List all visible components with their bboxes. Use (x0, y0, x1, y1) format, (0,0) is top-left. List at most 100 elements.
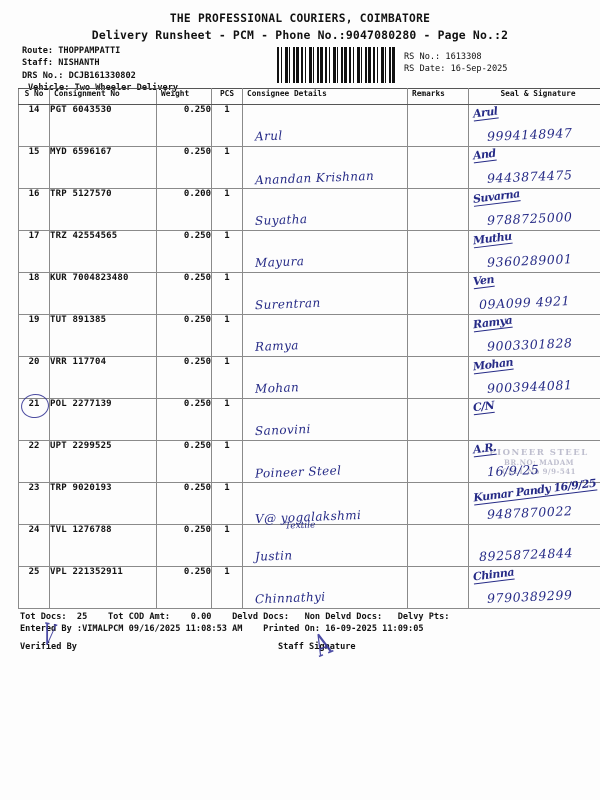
cell-seal-signature[interactable]: PIONEER STEEL BR.NO: MADAM CELL No 9/9-541… (468, 440, 600, 483)
column-header-seal-signature: Seal & Signature (468, 88, 600, 105)
cell-remarks[interactable] (407, 440, 469, 483)
cell-pcs: 1 (211, 230, 243, 273)
sno-value: 20 (28, 357, 40, 367)
cell-sno: 17 (18, 230, 50, 273)
cell-remarks[interactable] (407, 482, 469, 525)
sno-value: 14 (28, 105, 40, 115)
cell-remarks[interactable] (407, 188, 469, 231)
column-header-consignee: Consignee Details (242, 88, 408, 105)
cell-consignee-details[interactable]: Arul (242, 104, 408, 147)
cell-seal-signature[interactable]: And 9443874475 (468, 146, 600, 189)
table-row[interactable]: 22 UPT 2299525 0.250 1 Poineer Steel PIONEER … (18, 440, 600, 483)
table-header-row: S No Consignment No Weight PCS Consignee… (18, 88, 600, 105)
cell-seal-signature[interactable]: Mohan 9003944081 (468, 355, 600, 399)
cell-remarks[interactable] (407, 314, 469, 357)
company-title: THE PROFESSIONAL COURIERS, COIMBATORE (169, 12, 431, 25)
cell-seal-signature[interactable]: Chinna 9790389299 (468, 565, 600, 609)
cell-sno: 19 (18, 314, 50, 357)
sno-value: 25 (28, 567, 40, 577)
cell-consignment-no: TRP 5127570 (49, 188, 157, 231)
cell-consignee-details[interactable]: Mayura (242, 230, 408, 273)
barcode-image (277, 47, 397, 83)
cell-consignment-no: TVL 1276788 (49, 524, 157, 567)
handwritten-consignee-name: Suyatha (254, 211, 308, 229)
cell-seal-signature[interactable]: Arul 9994148947 (468, 104, 600, 147)
table-row[interactable]: 21 POL 2277139 0.250 1 Sanovini C/N (18, 392, 600, 441)
column-header-pcs: PCS (211, 88, 243, 105)
sno-value: 18 (28, 273, 40, 283)
cell-remarks[interactable] (407, 566, 469, 609)
cell-consignment-no: KUR 7004823480 (49, 272, 157, 315)
staff-signature-label: Staff Signature (278, 642, 356, 652)
table-row[interactable]: 17 TRZ 42554565 0.250 1 Mayura Muthu 936028900… (18, 229, 600, 273)
cell-seal-signature[interactable]: Ven 09A099 4921 (468, 272, 600, 315)
handwritten-consignee-name: Surentran (254, 295, 321, 313)
entered-by-line: Entered By :VIMALPCM 09/16/2025 11:08:53… (20, 624, 424, 634)
handwritten-consignee-name: Ramya (254, 338, 300, 354)
table-row[interactable]: 18 KUR 7004823480 0.250 1 Surentran Ven 09A099… (18, 272, 600, 315)
table-header: S No Consignment No Weight PCS Consignee… (18, 88, 600, 105)
cell-consignment-no: POL 2277139 (49, 398, 157, 441)
cell-seal-signature[interactable]: 89258724844 (468, 524, 600, 567)
cell-consignee-details[interactable]: Sanovini (242, 398, 408, 441)
table-row[interactable]: 14 PGT 6043530 0.250 1 Arul Arul 9994148947 (18, 104, 600, 147)
cell-weight: 0.250 (156, 314, 212, 357)
consignment-table: S No Consignment No Weight PCS Consignee… (18, 88, 600, 609)
cell-pcs: 1 (211, 356, 243, 399)
cell-seal-signature[interactable]: Ramya 9003301828 (468, 313, 600, 357)
cell-consignee-details[interactable]: Justin (242, 524, 408, 567)
rs-number-label: RS No.: 1613308 (404, 52, 482, 62)
table-row[interactable]: 15 MYD 6596167 0.250 1 Anandan Krishnan And 94… (18, 146, 600, 189)
verified-by-label: Verified By (20, 642, 77, 652)
stamp-line-2: BR.NO: MADAM (503, 458, 575, 467)
table-row[interactable]: 24 TVL 1276788 0.250 1 Justin 89258724844 (18, 524, 600, 567)
cell-pcs: 1 (211, 398, 243, 441)
cell-remarks[interactable] (407, 356, 469, 399)
route-label: Route: THOPPAMPATTI (22, 46, 121, 56)
handwritten-signature: Chinna (472, 565, 515, 585)
handwritten-signature: Suvarna (472, 187, 521, 207)
cell-sno: 18 (18, 272, 50, 315)
table-row[interactable]: 16 TRP 5127570 0.200 1 Suyatha Suvarna 9788725… (18, 187, 600, 231)
table-row[interactable]: 19 TUT 891385 0.250 1 Ramya Ramya 9003301828 (18, 313, 600, 357)
cell-weight: 0.250 (156, 104, 212, 147)
cell-seal-signature[interactable]: C/N (468, 398, 600, 441)
rs-date-label: RS Date: 16-Sep-2025 (404, 64, 508, 75)
handwritten-phone-number: 9994148947 (486, 125, 573, 144)
column-header-weight: Weight (156, 88, 212, 105)
cell-pcs: 1 (211, 524, 243, 567)
handwritten-phone-number: 9487870022 (486, 503, 573, 522)
table-row[interactable]: 25 VPL 221352911 0.250 1 Chinnathyi Chinna 979… (18, 565, 600, 609)
cell-remarks[interactable] (407, 104, 469, 147)
cell-sno: 14 (18, 104, 50, 147)
cell-seal-signature[interactable]: Kumar Pandy 16/9/25 9487870022 (468, 476, 600, 525)
cell-remarks[interactable] (407, 524, 469, 567)
handwritten-signature: Mohan (472, 355, 514, 375)
sno-value: 21 (28, 399, 40, 409)
cell-sno: 22 (18, 440, 50, 483)
cell-sno: 21 (18, 392, 51, 441)
cell-seal-signature[interactable]: Suvarna 9788725000 (468, 187, 600, 231)
sno-value: 15 (28, 147, 40, 157)
cell-consignee-details[interactable]: Suyatha (242, 188, 408, 231)
cell-remarks[interactable] (407, 398, 469, 441)
cell-seal-signature[interactable]: Muthu 9360289001 (468, 229, 600, 273)
cell-remarks[interactable] (407, 272, 469, 315)
handwritten-phone-number: 89258724844 (478, 544, 574, 565)
cell-remarks[interactable] (407, 146, 469, 189)
table-row[interactable]: 23 TRP 9020193 0.250 1 V@ yogalakshmi Textile… (18, 476, 600, 532)
cell-consignee-details[interactable]: V@ yogalakshmi Textile (242, 482, 408, 532)
cell-consignee-details[interactable]: Ramya (242, 314, 408, 357)
cell-consignment-no: MYD 6596167 (49, 146, 157, 189)
cell-consignee-details[interactable]: Mohan (242, 356, 408, 399)
handwritten-signature: And (472, 146, 497, 164)
cell-consignee-details[interactable]: Chinnathyi (242, 566, 408, 609)
cell-consignee-details[interactable]: Surentran (242, 272, 408, 315)
handwritten-phone-number: 16/9/25 (486, 461, 540, 480)
cell-pcs: 1 (211, 104, 243, 147)
table-row[interactable]: 20 VRR 117704 0.250 1 Mohan Mohan 9003944081 (18, 355, 600, 399)
cell-consignment-no: TRP 9020193 (49, 482, 157, 525)
cell-consignee-details[interactable]: Poineer Steel (242, 440, 408, 483)
cell-consignee-details[interactable]: Anandan Krishnan (242, 146, 408, 189)
cell-remarks[interactable] (407, 230, 469, 273)
